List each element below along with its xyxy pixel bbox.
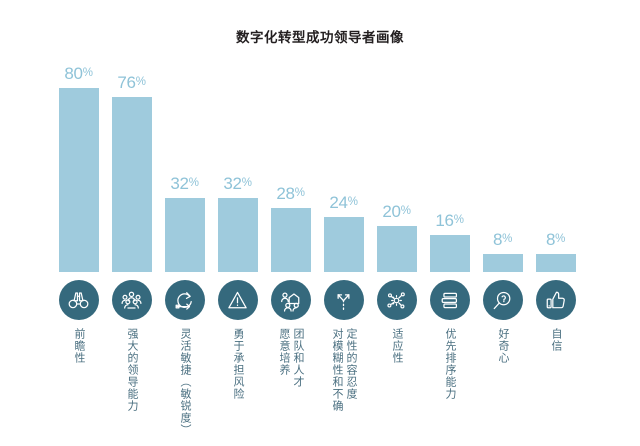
bar-group: 8% 自信 bbox=[529, 0, 582, 446]
branching-arrows-icon bbox=[332, 289, 355, 312]
category-label: 定性的容忍度 对模糊性和不确 bbox=[317, 328, 370, 446]
category-icon-circle[interactable] bbox=[111, 280, 152, 320]
bar-group: 76% 强大的领导能力 bbox=[105, 0, 158, 446]
bar-rect[interactable] bbox=[429, 235, 470, 272]
bar-rect[interactable] bbox=[482, 254, 523, 272]
bar-value-label: 32% bbox=[170, 174, 199, 193]
category-icon-circle[interactable] bbox=[535, 280, 576, 320]
bar-group: 24% 定性的容忍度 对模糊性和不确 bbox=[317, 0, 370, 446]
category-label-column: 勇于承担风险 bbox=[232, 328, 244, 400]
percent-sign: % bbox=[502, 233, 513, 245]
bar-rect[interactable] bbox=[376, 226, 417, 272]
bar-group: 20% 适应性 bbox=[370, 0, 423, 446]
category-label-column: 团队和人才 bbox=[292, 328, 304, 388]
bar-rect[interactable] bbox=[217, 198, 258, 272]
percent-sign: % bbox=[347, 196, 358, 208]
bar-group: 80% 前瞻性 bbox=[52, 0, 105, 446]
bar-value-label: 80% bbox=[64, 64, 93, 83]
magnifier-question-icon bbox=[491, 289, 514, 312]
category-label: 勇于承担风险 bbox=[211, 328, 264, 446]
category-label-column: 强大的领导能力 bbox=[126, 328, 138, 412]
bar-group: 8% 好奇心 bbox=[476, 0, 529, 446]
bar-group: 32% 勇于承担风险 bbox=[211, 0, 264, 446]
bar-rect[interactable] bbox=[270, 208, 311, 272]
bar-value-label: 24% bbox=[329, 193, 358, 212]
category-label: 自信 bbox=[529, 328, 582, 446]
category-label: 强大的领导能力 bbox=[105, 328, 158, 446]
bar-value-label: 8% bbox=[492, 230, 513, 249]
percent-sign: % bbox=[135, 76, 146, 88]
percent-sign: % bbox=[400, 205, 411, 217]
gear-network-icon bbox=[385, 289, 408, 312]
category-label-column: 定性的容忍度 bbox=[345, 328, 357, 400]
chart-title: 数字化转型成功领导者画像 bbox=[236, 30, 404, 45]
bar-rect[interactable] bbox=[535, 254, 576, 272]
bar-group: 28% 团队和人才 愿意培养 bbox=[264, 0, 317, 446]
category-icon-circle[interactable] bbox=[58, 280, 99, 320]
category-icon-circle[interactable] bbox=[164, 280, 205, 320]
bar-rect[interactable] bbox=[323, 217, 364, 272]
category-icon-circle[interactable] bbox=[429, 280, 470, 320]
category-icon-circle[interactable] bbox=[270, 280, 311, 320]
category-label: 灵活敏捷（敏锐度） bbox=[158, 328, 211, 446]
bar-value-label: 32% bbox=[223, 174, 252, 193]
bar-rect[interactable] bbox=[111, 97, 152, 272]
circular-arrows-icon bbox=[173, 289, 196, 312]
percent-sign: % bbox=[188, 177, 199, 189]
category-label-column: 好奇心 bbox=[497, 328, 509, 364]
category-label: 适应性 bbox=[370, 328, 423, 446]
bar-value-label: 16% bbox=[435, 211, 464, 230]
bar-value-label: 76% bbox=[117, 73, 146, 92]
stacked-bars-icon bbox=[438, 289, 461, 312]
category-label-column: 对模糊性和不确 bbox=[331, 328, 343, 412]
percent-sign: % bbox=[453, 214, 464, 226]
bar-value-label: 8% bbox=[545, 230, 566, 249]
percent-sign: % bbox=[555, 233, 566, 245]
percent-sign: % bbox=[241, 177, 252, 189]
category-label-column: 灵活敏捷（敏锐度） bbox=[179, 328, 191, 436]
bar-group: 16% 优先排序能力 bbox=[423, 0, 476, 446]
category-icon-circle[interactable] bbox=[323, 280, 364, 320]
people-group-icon bbox=[120, 289, 143, 312]
bar-value-label: 20% bbox=[382, 202, 411, 221]
category-label-column: 自信 bbox=[550, 328, 562, 352]
category-icon-circle[interactable] bbox=[376, 280, 417, 320]
category-icon-circle[interactable] bbox=[482, 280, 523, 320]
category-label: 优先排序能力 bbox=[423, 328, 476, 446]
percent-sign: % bbox=[82, 67, 93, 79]
bar-value-label: 28% bbox=[276, 184, 305, 203]
category-label-column: 愿意培养 bbox=[278, 328, 290, 376]
bar-group: 32% 灵活敏捷（敏锐度） bbox=[158, 0, 211, 446]
thumbs-up-icon bbox=[544, 289, 567, 312]
category-label: 团队和人才 愿意培养 bbox=[264, 328, 317, 446]
warning-triangle-icon bbox=[226, 289, 249, 312]
category-icon-circle[interactable] bbox=[217, 280, 258, 320]
bar-rect[interactable] bbox=[58, 88, 99, 272]
bar-rect[interactable] bbox=[164, 198, 205, 272]
category-label-column: 适应性 bbox=[391, 328, 403, 364]
category-label-column: 优先排序能力 bbox=[444, 328, 456, 400]
category-label: 前瞻性 bbox=[52, 328, 105, 446]
talent-people-icon bbox=[279, 289, 302, 312]
binoculars-icon bbox=[67, 289, 90, 312]
category-label: 好奇心 bbox=[476, 328, 529, 446]
percent-sign: % bbox=[294, 187, 305, 199]
category-label-column: 前瞻性 bbox=[73, 328, 85, 364]
